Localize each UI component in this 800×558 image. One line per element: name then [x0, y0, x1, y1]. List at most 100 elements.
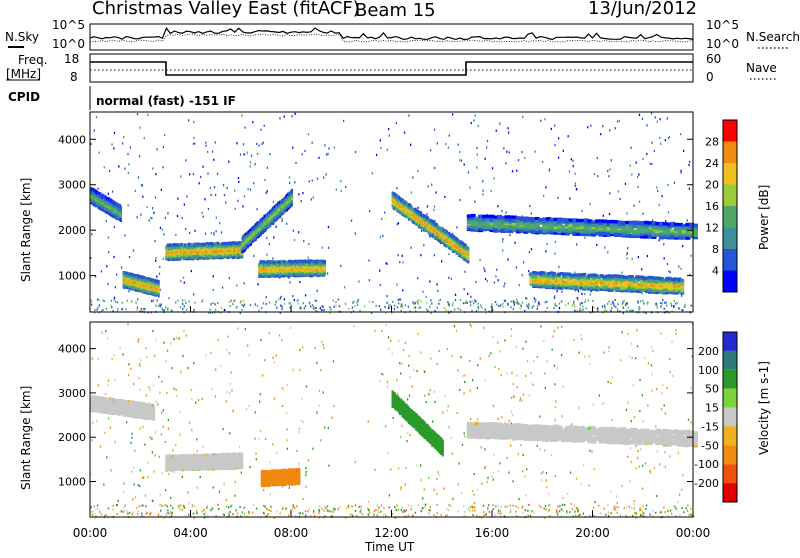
speckle-cell [638, 256, 639, 258]
noise-cell [380, 309, 381, 311]
speckle-cell [252, 121, 253, 123]
speckle-cell [522, 274, 523, 276]
noise-cell [460, 299, 461, 301]
speckle-cell [581, 302, 582, 304]
noise-cell [214, 303, 215, 305]
noise-cell [275, 304, 276, 306]
speckle-cell [411, 191, 412, 193]
noise-cell [234, 299, 235, 301]
speckle-cell [240, 153, 241, 155]
speckle-cell [152, 207, 153, 209]
noise-cell [553, 307, 554, 309]
date-label: 13/Jun/2012 [588, 0, 697, 19]
speckle-cell [400, 298, 401, 300]
noise-cell [230, 305, 231, 307]
noise-cell [574, 305, 575, 307]
noise-cell [520, 304, 521, 306]
noise-cell [582, 306, 583, 308]
speckle-cell [243, 153, 244, 155]
noise-cell [502, 306, 503, 308]
noise-cell [388, 304, 389, 306]
speckle-cell [351, 220, 352, 222]
speckle-cell [475, 114, 476, 116]
noise-cell [94, 309, 95, 311]
speckle-cell [448, 277, 449, 279]
speckle-cell [665, 139, 666, 141]
speckle-cell [571, 158, 572, 160]
cpid-panel: CPID normal (fast) -151 IF [8, 86, 236, 110]
speckle-cell [576, 243, 577, 245]
noise-cell [674, 300, 675, 302]
speckle-cell [534, 297, 535, 299]
speckle-cell [639, 114, 640, 116]
speckle-cell [608, 175, 609, 177]
noise-cell [426, 308, 427, 310]
speckle-cell [135, 190, 136, 192]
noise-cell [675, 303, 676, 305]
speckle-cell [264, 125, 265, 127]
speckle-cell [266, 296, 267, 298]
speckle-cell [574, 173, 575, 175]
speckle-cell [423, 244, 424, 246]
noise-cell [574, 310, 575, 312]
speckle-cell [543, 195, 544, 197]
speckle-cell [549, 169, 550, 171]
speckle-cell [340, 180, 341, 182]
speckle-cell [507, 127, 508, 129]
noise-cell [91, 304, 92, 306]
speckle-cell [188, 119, 189, 121]
speckle-cell [286, 223, 287, 225]
noise-cell [617, 308, 618, 310]
noise-cell [507, 304, 508, 306]
speckle-cell [154, 240, 155, 242]
speckle-cell [537, 308, 538, 310]
speckle-cell [503, 285, 504, 287]
noise-cell [565, 304, 566, 306]
speckle-cell [680, 268, 681, 270]
speckle-cell [476, 166, 477, 168]
noise-cell [438, 303, 439, 305]
noise-cell [498, 305, 499, 307]
speckle-cell [496, 269, 497, 271]
noise-cell [102, 300, 103, 302]
speckle-cell [388, 128, 389, 130]
speckle-cell [646, 153, 647, 155]
speckle-cell [224, 309, 225, 311]
beam-label: Beam 15 [355, 0, 436, 21]
noise-cell [513, 300, 514, 302]
speckle-cell [113, 147, 114, 149]
speckle-cell [484, 158, 485, 160]
speckle-cell [477, 153, 478, 155]
speckle-cell [280, 297, 281, 299]
speckle-cell [464, 271, 465, 273]
speckle-cell [427, 185, 428, 187]
speckle-cell [182, 217, 183, 219]
speckle-cell [431, 184, 432, 186]
speckle-cell [647, 255, 648, 257]
speckle-cell [250, 188, 251, 190]
noise-cell [209, 309, 210, 311]
speckle-cell [379, 269, 380, 271]
noise-cell [99, 304, 100, 306]
speckle-cell [244, 282, 245, 284]
noise-cell [202, 299, 203, 301]
speckle-cell [529, 205, 530, 207]
speckle-cell [258, 144, 259, 146]
noise-cell [413, 303, 414, 305]
speckle-cell [90, 143, 91, 145]
speckle-cell [128, 172, 129, 174]
speckle-cell [670, 271, 671, 273]
speckle-cell [380, 236, 381, 238]
speckle-cell [664, 302, 665, 304]
noise-cell [547, 307, 548, 309]
speckle-cell [563, 150, 564, 152]
speckle-cell [257, 283, 258, 285]
speckle-cell [668, 270, 669, 272]
noise-cell [430, 299, 431, 301]
noise-cell [98, 299, 99, 301]
noise-cell [282, 306, 283, 308]
noise-cell [131, 301, 132, 303]
speckle-cell [182, 308, 183, 310]
speckle-cell [275, 226, 276, 228]
speckle-cell [455, 294, 456, 296]
